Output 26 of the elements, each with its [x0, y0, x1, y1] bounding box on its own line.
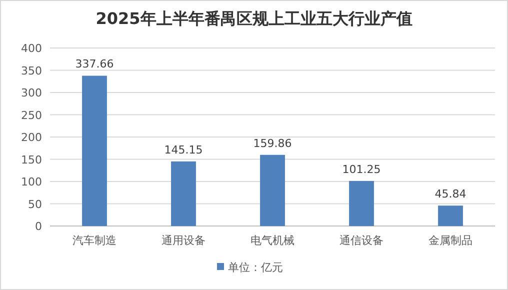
data-label: 159.86	[253, 136, 292, 150]
y-tick-label: 150	[21, 153, 42, 166]
bar	[82, 76, 107, 226]
chart-title: 2025年上半年番禺区规上工业五大行业产值	[96, 9, 412, 28]
y-tick-label: 400	[21, 42, 42, 55]
y-tick-label: 300	[21, 86, 42, 100]
x-tick-label: 电气机械	[250, 234, 294, 247]
y-tick-label: 100	[21, 176, 42, 188]
bar	[260, 154, 285, 226]
bar	[171, 161, 196, 226]
x-tick-label: 汽车制造	[72, 234, 116, 247]
data-label: 45.84	[434, 188, 466, 201]
x-tick-label: 通信设备	[340, 234, 384, 247]
bar	[349, 180, 374, 226]
data-label: 337.66	[75, 58, 114, 71]
y-tick-label: 50	[28, 198, 42, 211]
x-tick-label: 通用设备	[162, 234, 206, 247]
data-label: 101.25	[342, 162, 381, 176]
y-tick-label: 250	[21, 108, 42, 122]
x-tick-label: 金属制品	[428, 234, 472, 247]
y-tick-label: 200	[21, 131, 42, 144]
legend-label: 单位：亿元	[228, 261, 283, 274]
data-label: 145.15	[164, 143, 203, 156]
y-tick-label: 0	[35, 220, 42, 233]
y-tick-label: 350	[21, 64, 42, 78]
bar	[438, 206, 463, 226]
